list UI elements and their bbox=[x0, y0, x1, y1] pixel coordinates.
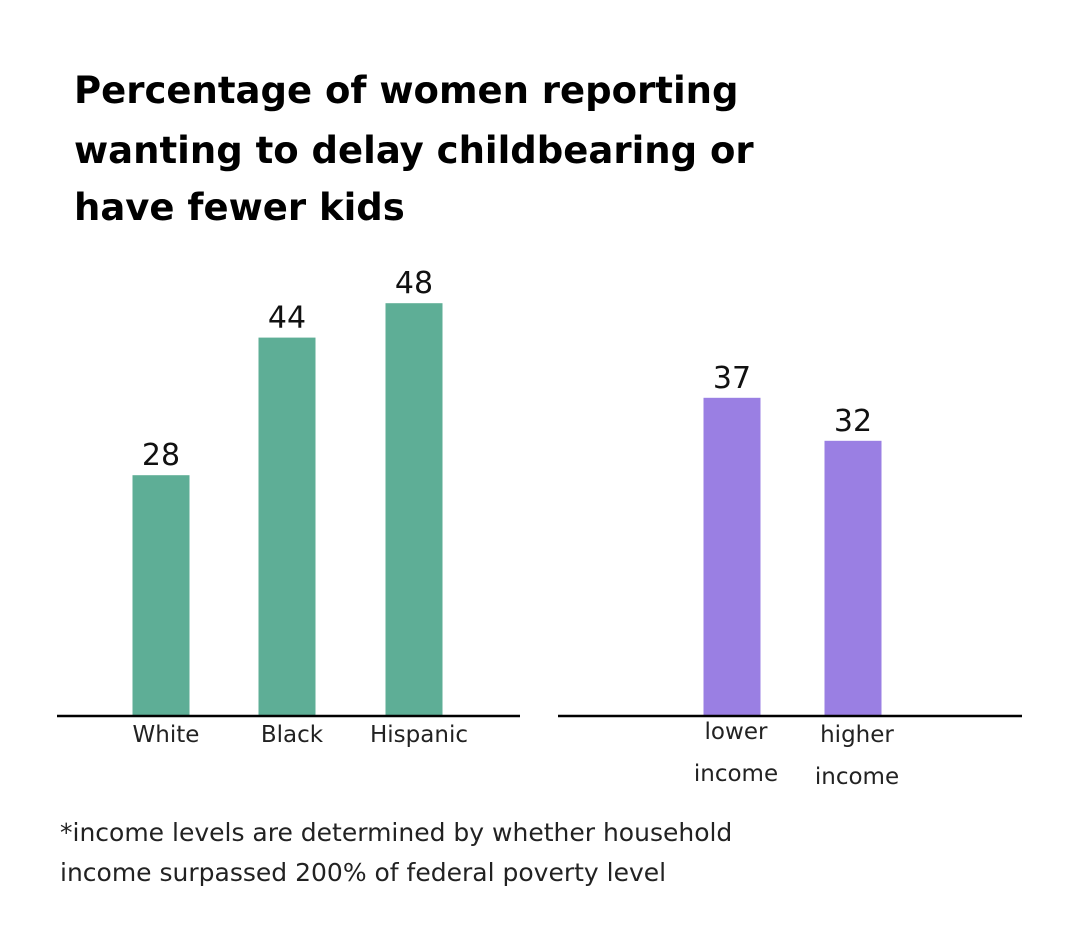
bar-panel-1: 28 White 44 Black 48 Hispanic bbox=[57, 266, 520, 748]
footnote-line-2: income surpassed 200% of federal poverty… bbox=[60, 858, 666, 887]
category-label-hispanic: Hispanic bbox=[370, 722, 468, 748]
value-label-hispanic: 48 bbox=[395, 266, 433, 301]
footnote: *income levels are determined by whether… bbox=[60, 818, 732, 887]
bar-white bbox=[132, 475, 190, 716]
category-label-white: White bbox=[133, 722, 200, 748]
chart-title: Percentage of women reporting wanting to… bbox=[74, 69, 754, 229]
bar-lower-income bbox=[703, 397, 761, 716]
category-label-lower-income-line-1: lower bbox=[705, 719, 768, 745]
chart-title-line-3: have fewer kids bbox=[74, 186, 405, 229]
value-label-lower-income: 37 bbox=[713, 361, 751, 396]
value-label-white: 28 bbox=[142, 438, 180, 473]
category-label-higher-income-line-2: income bbox=[815, 764, 899, 790]
chart-title-line-1: Percentage of women reporting bbox=[74, 69, 739, 112]
category-label-higher-income-line-1: higher bbox=[820, 722, 894, 748]
value-label-higher-income: 32 bbox=[834, 404, 872, 439]
footnote-line-1: *income levels are determined by whether… bbox=[60, 818, 732, 847]
bar-black bbox=[258, 337, 316, 716]
category-label-black: Black bbox=[261, 722, 324, 748]
bar-panel-2: 37 lower income 32 higher income bbox=[558, 361, 1022, 790]
chart-panels: 28 White 44 Black 48 Hispanic 37 lower income 32 h… bbox=[57, 266, 1022, 790]
category-label-lower-income-line-2: income bbox=[694, 761, 778, 787]
bar-hispanic bbox=[385, 303, 443, 716]
chart-title-line-2: wanting to delay childbearing or bbox=[74, 129, 754, 172]
value-label-black: 44 bbox=[268, 301, 306, 336]
bar-higher-income bbox=[824, 440, 882, 716]
